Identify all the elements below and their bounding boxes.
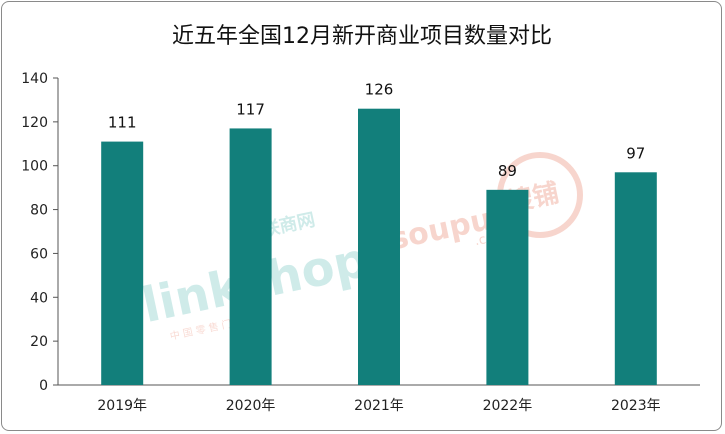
y-tick-label: 20 [30,334,48,350]
bar-value-label: 97 [626,144,645,162]
chart-data-labels: 111 117 126 89 97 [108,81,645,180]
y-tick-label: 0 [39,378,48,394]
x-tick-label: 2022年 [483,398,533,414]
bar-value-label: 89 [498,162,517,180]
soupu-watermark-text: soupu [387,202,495,258]
bar [101,141,144,385]
bar-value-label: 111 [108,114,137,132]
bar [614,172,657,385]
soupu-watermark: soupu .com 搜铺 [387,152,583,258]
x-tick-label: 2020年 [226,398,276,414]
chart-axes: 0 20 40 60 80 100 120 140 2019年 2020年 2021年 2022年 20… [21,71,700,414]
chart-title: 近五年全国12月新开商业项目数量对比 [172,24,552,49]
bar [486,189,529,385]
bar [229,128,272,385]
bar-value-label: 126 [365,81,394,99]
y-tick-label: 60 [30,246,48,262]
y-tick-label: 120 [21,115,48,131]
y-tick-label: 40 [30,290,48,306]
y-tick-label: 80 [30,203,48,219]
y-tick-label: 140 [21,71,48,87]
x-tick-label: 2019年 [97,398,147,414]
chart-bars [101,108,657,385]
x-tick-label: 2021年 [354,398,404,414]
y-tick-label: 100 [21,159,48,175]
bar-value-label: 117 [236,100,265,118]
x-tick-label: 2023年 [611,398,661,414]
bar [358,108,400,385]
